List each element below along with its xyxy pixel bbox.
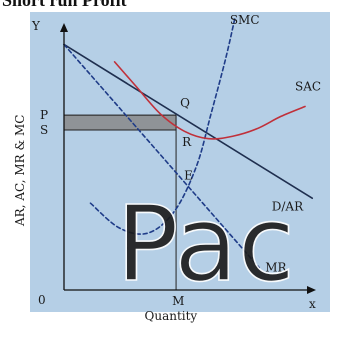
x-axis-letter: x [309, 297, 316, 311]
series-smc-line [89, 16, 236, 235]
watermark-text: Pac [116, 183, 295, 305]
series-sac-line [113, 61, 306, 140]
chart-title: Short run Profit [2, 0, 127, 10]
point-label-r: R [182, 135, 192, 149]
point-label-q: Q [180, 96, 190, 110]
x-axis-title: Quantity [145, 309, 198, 323]
series-mr-line [63, 43, 261, 269]
series-label-sac: SAC [295, 79, 321, 93]
y-axis-arrow [60, 23, 68, 32]
origin-label: 0 [38, 293, 46, 307]
series-d-ar-line [63, 43, 314, 200]
y-axis-title: AR, AC, MR & MC [13, 115, 27, 227]
y-level-label-s: S [40, 123, 48, 137]
series-label-smc: SMC [230, 13, 260, 27]
profit-area [63, 114, 177, 131]
series-label-mr: MR [265, 261, 287, 275]
x-axis-arrow [307, 286, 316, 294]
x-level-label-m: M [172, 294, 184, 308]
series-label-d-ar: D/AR [272, 199, 304, 213]
y-axis-letter: Y [31, 19, 41, 33]
y-level-label-p: P [40, 108, 48, 122]
point-label-e: E [184, 168, 193, 182]
